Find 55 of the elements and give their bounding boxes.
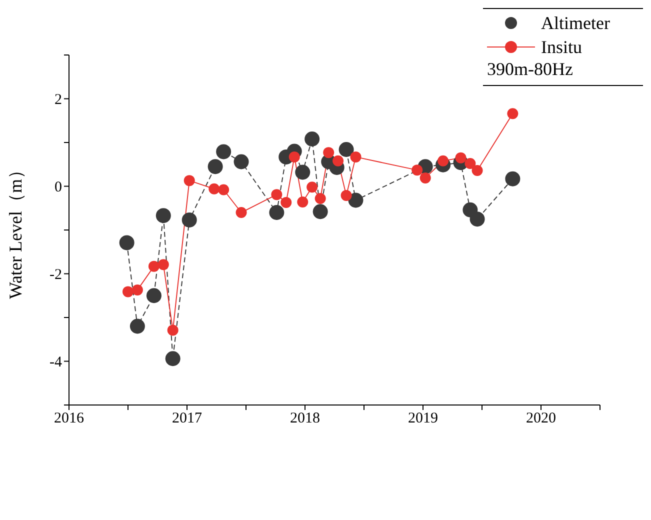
- point: [156, 208, 171, 224]
- y-tick-label: 2: [54, 92, 62, 108]
- point: [314, 193, 326, 204]
- annotation: 390m-80Hz: [487, 59, 574, 81]
- point: [184, 175, 195, 186]
- point: [122, 286, 134, 298]
- point: [338, 142, 354, 157]
- point: [295, 164, 310, 180]
- x-tick-label: 2016: [54, 410, 84, 427]
- point: [455, 152, 466, 164]
- point: [306, 182, 318, 193]
- point: [412, 164, 423, 176]
- point: [216, 144, 232, 160]
- x-tick-label: 2020: [526, 410, 556, 427]
- x-tick-label: 2017: [172, 410, 202, 427]
- point: [236, 207, 247, 218]
- point: [271, 189, 282, 200]
- legend-label: Insitu: [541, 36, 582, 58]
- legend-label: Altimeter: [541, 12, 610, 34]
- point: [218, 184, 230, 196]
- point: [208, 183, 220, 194]
- point: [507, 108, 518, 120]
- point: [304, 132, 320, 146]
- point: [182, 212, 197, 228]
- x-tick-label: 2019: [408, 410, 438, 427]
- point: [158, 259, 169, 270]
- point: [165, 351, 180, 366]
- point: [119, 235, 134, 250]
- point: [332, 155, 344, 166]
- y-axis-title: Water Level（m）: [5, 161, 26, 299]
- point: [464, 158, 476, 169]
- point: [130, 318, 145, 334]
- point: [269, 205, 284, 220]
- point: [470, 212, 485, 227]
- point: [132, 284, 143, 296]
- y-tick-label: 0: [54, 180, 62, 196]
- x-tick-label: 2018: [290, 410, 320, 427]
- point: [472, 165, 483, 176]
- y-tick-label: -4: [50, 354, 62, 371]
- point: [340, 190, 352, 201]
- point: [323, 147, 334, 158]
- point: [348, 192, 364, 208]
- point: [350, 151, 362, 162]
- point: [312, 204, 328, 220]
- point: [146, 288, 162, 304]
- point: [208, 159, 223, 174]
- point: [234, 154, 249, 170]
- point: [505, 171, 520, 186]
- point: [148, 260, 160, 272]
- point: [167, 324, 178, 336]
- y-tick-label: -2: [50, 267, 62, 284]
- point: [280, 196, 292, 208]
- point: [420, 172, 431, 184]
- point: [288, 151, 300, 162]
- point: [297, 196, 308, 208]
